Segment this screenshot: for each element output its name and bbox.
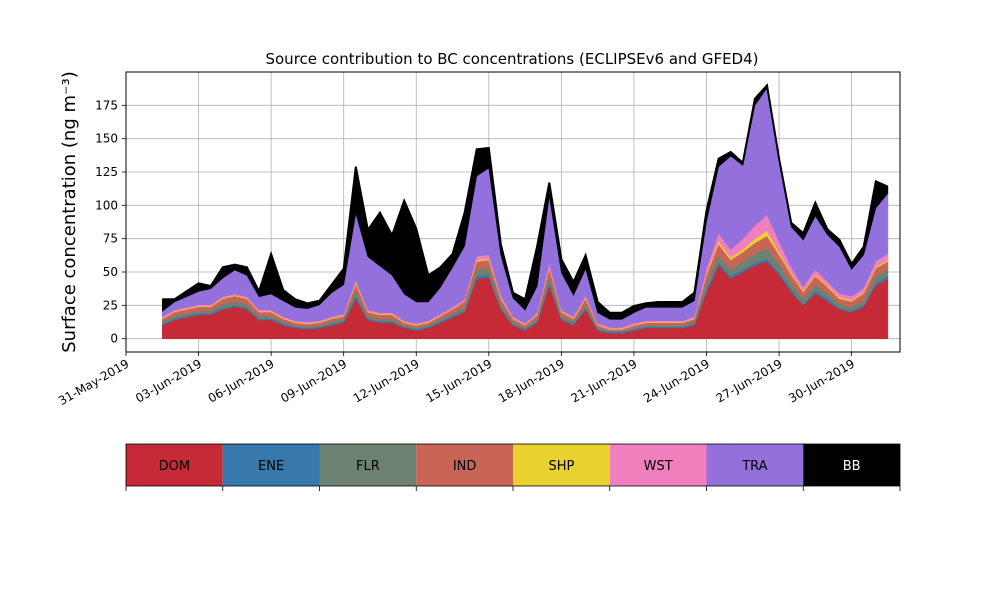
- y-tick-label: 50: [103, 265, 118, 279]
- x-tick-label: 15-Jun-2019: [423, 356, 494, 405]
- legend-swatch-flr: [319, 444, 417, 486]
- x-tick-label: 31-May-2019: [56, 356, 131, 408]
- x-tick-label: 03-Jun-2019: [133, 356, 204, 405]
- x-tick-label: 09-Jun-2019: [278, 356, 349, 405]
- stacked-areas: [162, 83, 889, 339]
- chart-title: Source contribution to BC concentrations…: [265, 50, 758, 68]
- y-tick-label: 75: [103, 232, 118, 246]
- legend-swatch-wst: [609, 444, 707, 486]
- legend-label-tra: TRA: [741, 459, 767, 474]
- y-tick-label: 150: [95, 132, 118, 146]
- legend-swatch-ind: [416, 444, 513, 486]
- x-tick-label: 30-Jun-2019: [786, 356, 857, 405]
- y-tick-label: 125: [95, 165, 118, 179]
- legend-label-dom: DOM: [159, 459, 190, 474]
- legend-swatch-ene: [222, 444, 320, 486]
- x-tick-label: 27-Jun-2019: [714, 356, 785, 405]
- legend-label-ene: ENE: [258, 459, 284, 474]
- x-tick-label: 18-Jun-2019: [496, 356, 567, 405]
- legend-frame: [125, 443, 901, 487]
- x-tick-label: 24-Jun-2019: [641, 356, 712, 405]
- legend-label-ind: IND: [453, 459, 477, 474]
- legend-label-flr: FLR: [356, 459, 380, 474]
- legend-colorbar: DOM ENE FLR IND SHP WST TRA BB: [125, 443, 901, 491]
- plot-frame: [125, 71, 901, 353]
- y-tick-label: 0: [110, 332, 118, 346]
- legend-label-bb: BB: [843, 459, 861, 474]
- x-tick-label: 21-Jun-2019: [568, 356, 639, 405]
- y-axis-label: Surface concentration (ng m⁻³): [59, 71, 80, 353]
- legend-label-wst: WST: [644, 459, 673, 474]
- legend-swatch-dom: [126, 444, 223, 486]
- x-tick-label: 06-Jun-2019: [206, 356, 277, 405]
- x-tick-label: 12-Jun-2019: [351, 356, 422, 405]
- y-tick-label: 100: [95, 198, 118, 212]
- legend-label-shp: SHP: [548, 459, 574, 474]
- legend-swatch-shp: [513, 444, 610, 486]
- total-line: [162, 83, 889, 314]
- y-tick-label: 175: [95, 98, 118, 112]
- legend-swatch-bb: [803, 444, 900, 486]
- y-tick-label: 25: [103, 298, 118, 312]
- legend-swatch-tra: [706, 444, 804, 486]
